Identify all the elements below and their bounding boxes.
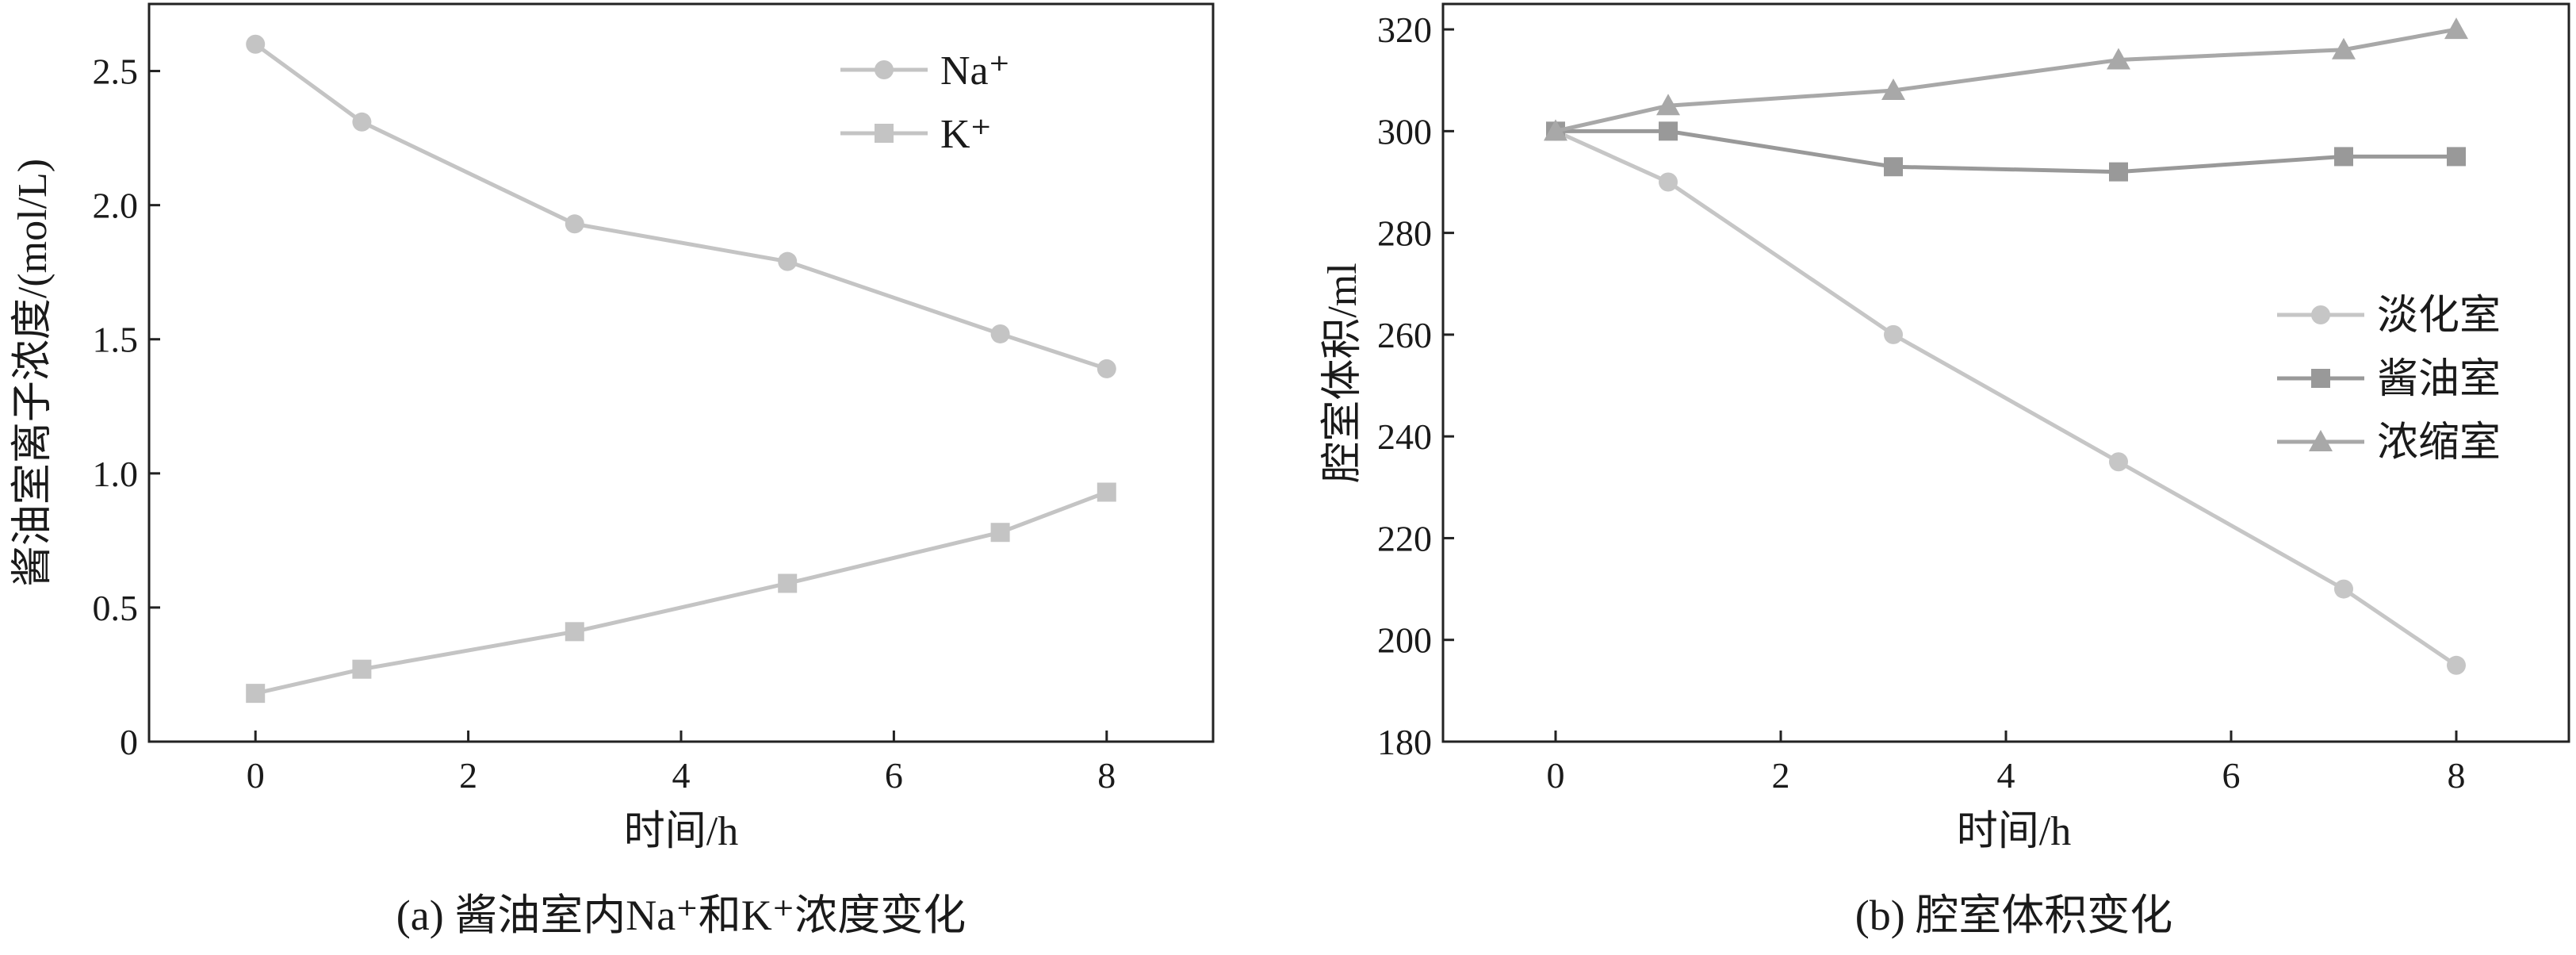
y-tick-label: 320: [1377, 10, 1432, 50]
x-tick-label: 0: [247, 755, 265, 796]
y-tick-label: 220: [1377, 518, 1432, 558]
data-point-0: [778, 251, 798, 271]
y-axis-title: 酱油室离子浓度/(mol/L): [10, 159, 56, 587]
x-tick-label: 6: [885, 755, 903, 796]
data-point-1: [1097, 482, 1116, 502]
data-point-1: [2334, 147, 2353, 167]
y-tick-label: 200: [1377, 620, 1432, 661]
data-point-1: [778, 573, 798, 593]
legend-marker-0: [2311, 305, 2330, 324]
data-point-0: [352, 112, 372, 132]
data-point-1: [990, 523, 1010, 543]
legend-marker-1: [875, 124, 894, 143]
legend-marker-1: [2311, 369, 2330, 388]
y-tick-label: 240: [1377, 416, 1432, 457]
data-point-1: [352, 659, 372, 679]
legend-label-1: K⁺: [940, 112, 992, 157]
series-line-0: [254, 42, 1108, 371]
legend-marker-0: [875, 60, 894, 79]
y-tick-label: 1.0: [93, 454, 139, 494]
y-tick-label: 180: [1377, 722, 1432, 762]
data-point-2: [2107, 48, 2130, 70]
y-tick-label: 280: [1377, 213, 1432, 254]
y-tick-label: 1.5: [93, 320, 139, 360]
series-line-1: [1556, 128, 2456, 175]
x-tick-label: 8: [2448, 755, 2466, 796]
x-tick-label: 8: [1097, 755, 1116, 796]
y-tick-label: 2.0: [93, 186, 139, 226]
data-point-2: [1881, 79, 1905, 101]
series-line-1: [255, 490, 1108, 696]
data-point-0: [2334, 579, 2353, 599]
data-point-1: [246, 684, 266, 704]
data-point-0: [990, 324, 1010, 343]
data-point-2: [2444, 17, 2468, 40]
series-line-0: [1554, 129, 2458, 667]
data-point-2: [1656, 94, 1680, 116]
x-tick-label: 0: [1547, 755, 1565, 796]
y-tick-label: 0: [120, 722, 138, 762]
data-point-0: [565, 214, 584, 234]
legend-label-0: Na⁺: [940, 48, 1010, 94]
data-point-2: [1544, 119, 1567, 141]
y-tick-label: 300: [1377, 111, 1432, 151]
y-tick-label: 0.5: [93, 588, 139, 628]
data-point-1: [2109, 162, 2128, 182]
legend-label-1: 酱油室: [2377, 357, 2501, 402]
x-axis-title: 时间/h: [1957, 809, 2071, 854]
y-axis-title: 腔室体积/ml: [1320, 263, 1365, 482]
x-tick-label: 2: [459, 755, 477, 796]
x-tick-label: 2: [1772, 755, 1790, 796]
data-point-1: [1884, 157, 1903, 177]
y-tick-label: 260: [1377, 315, 1432, 355]
data-point-0: [1097, 359, 1116, 378]
data-point-1: [2447, 147, 2466, 167]
legend-label-2: 浓缩室: [2377, 420, 2501, 466]
y-tick-label: 2.5: [93, 52, 139, 92]
x-tick-label: 4: [1997, 755, 2015, 796]
chart-b: 0 2 4 6 8 180 200 220 240 260 280 300 320 时间/h 腔室体积/ml…: [1320, 2, 2570, 939]
plot-frame: [147, 2, 1215, 743]
legend-marker-2: [2309, 430, 2333, 451]
data-point-0: [1884, 324, 1903, 344]
series-line-2: [1555, 27, 2457, 133]
x-axis-title: 时间/h: [624, 809, 738, 854]
legend-label-0: 淡化室: [2377, 293, 2501, 339]
chart-caption: (a) 酱油室内Na⁺和K⁺浓度变化: [396, 892, 966, 939]
data-point-0: [2447, 655, 2466, 675]
data-point-0: [246, 34, 266, 54]
data-point-1: [565, 622, 584, 642]
x-tick-label: 6: [2222, 755, 2241, 796]
data-point-0: [2109, 452, 2128, 472]
chart-a: 0 2 4 6 8 0 0.5 1.0 1.5 2.0 2.5 时间/h 酱油室离子浓度/(mol/L)…: [10, 2, 1215, 939]
chart-caption: (b) 腔室体积变化: [1855, 892, 2172, 939]
data-point-1: [1659, 121, 1678, 141]
x-tick-label: 4: [672, 755, 691, 796]
data-point-2: [2332, 37, 2356, 59]
data-point-0: [1659, 172, 1678, 192]
